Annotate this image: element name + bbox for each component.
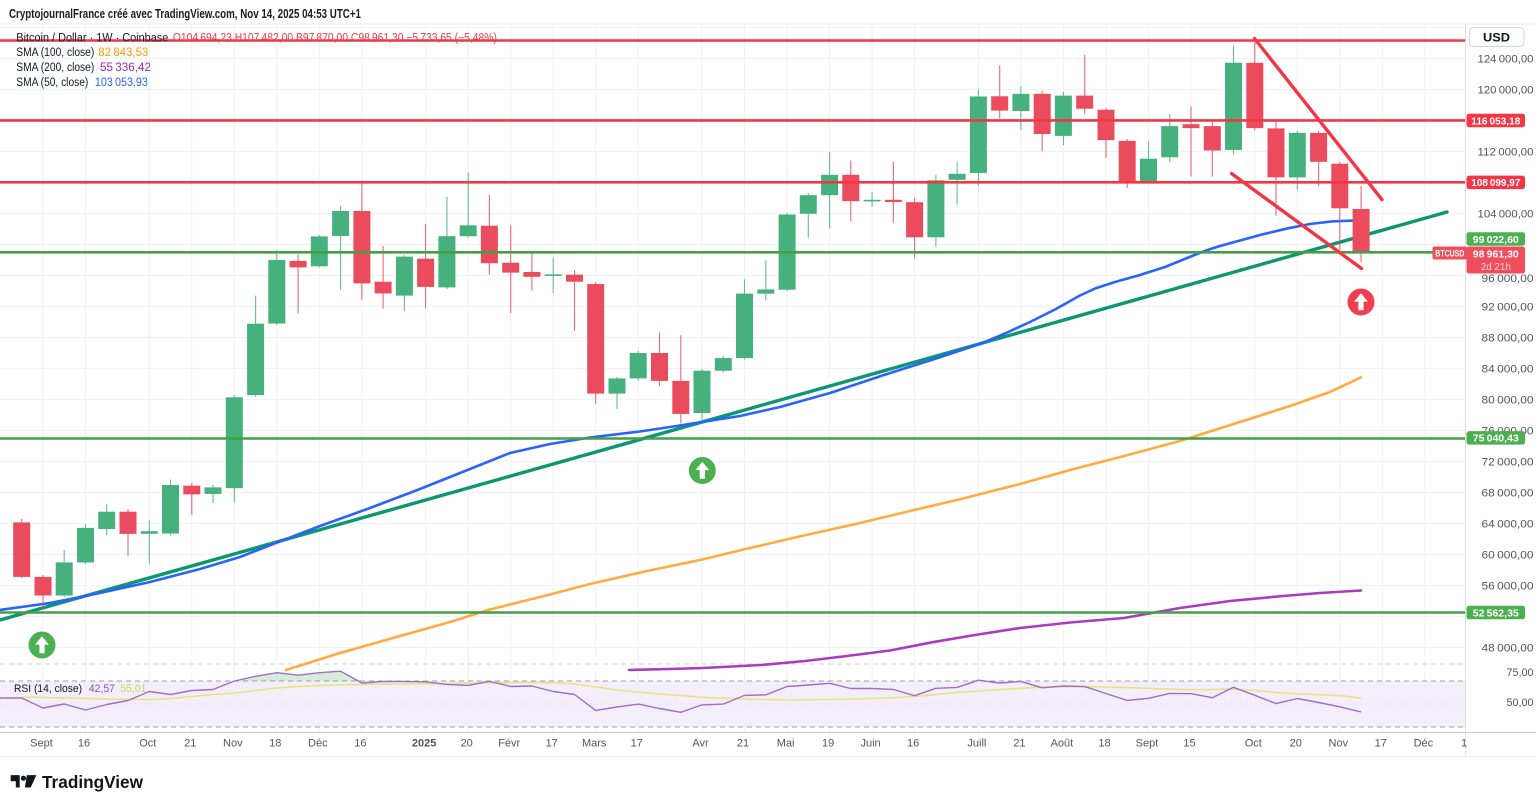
svg-text:Août: Août — [1051, 738, 1074, 750]
svg-text:Déc: Déc — [308, 738, 328, 750]
svg-text:112 000,00: 112 000,00 — [1478, 146, 1534, 158]
svg-text:55 336,42: 55 336,42 — [100, 62, 151, 74]
svg-text:Sept: Sept — [1136, 738, 1159, 750]
svg-text:Juin: Juin — [861, 738, 881, 750]
svg-text:Nov: Nov — [1329, 738, 1349, 750]
svg-text:21: 21 — [737, 738, 749, 750]
svg-text:55,01: 55,01 — [120, 683, 146, 695]
svg-text:42,57: 42,57 — [89, 683, 115, 695]
svg-text:Févr: Févr — [498, 738, 520, 750]
svg-text:21: 21 — [184, 738, 196, 750]
svg-text:124 000,00: 124 000,00 — [1478, 53, 1534, 65]
svg-text:104 000,00: 104 000,00 — [1478, 208, 1534, 220]
svg-text:64 000,00: 64 000,00 — [1482, 518, 1534, 530]
svg-text:Juill: Juill — [967, 738, 986, 750]
svg-text:84 000,00: 84 000,00 — [1482, 363, 1534, 375]
svg-text:O104 694,23 H107 482,00 B97 87: O104 694,23 H107 482,00 B97 870,00 C98 9… — [173, 32, 497, 44]
svg-text:17: 17 — [631, 738, 643, 750]
svg-text:2d 21h: 2d 21h — [1481, 262, 1511, 273]
svg-text:75,00: 75,00 — [1507, 667, 1534, 679]
svg-text:88 000,00: 88 000,00 — [1482, 332, 1534, 344]
svg-text:1: 1 — [1461, 738, 1467, 750]
svg-text:68 000,00: 68 000,00 — [1482, 487, 1534, 499]
svg-text:18: 18 — [269, 738, 281, 750]
svg-text:82 843,53: 82 843,53 — [98, 47, 148, 59]
svg-text:103 053,93: 103 053,93 — [95, 77, 148, 89]
svg-text:BTCUSD: BTCUSD — [1435, 248, 1464, 258]
svg-text:18: 18 — [1098, 738, 1110, 750]
svg-text:CryptojournalFrance créé avec: CryptojournalFrance créé avec TradingVie… — [9, 6, 361, 21]
svg-text:16: 16 — [907, 738, 919, 750]
svg-text:48 000,00: 48 000,00 — [1482, 642, 1534, 654]
svg-text:75 040,43: 75 040,43 — [1473, 433, 1519, 445]
svg-text:Mars: Mars — [582, 738, 607, 750]
svg-text:80 000,00: 80 000,00 — [1482, 394, 1534, 406]
svg-text:SMA (200, close): SMA (200, close) — [16, 62, 94, 74]
svg-text:Avr: Avr — [692, 738, 709, 750]
svg-text:56 000,00: 56 000,00 — [1482, 580, 1534, 592]
svg-text:17: 17 — [1375, 738, 1387, 750]
svg-text:Oct: Oct — [139, 738, 156, 750]
svg-text:50,00: 50,00 — [1507, 697, 1534, 709]
svg-text:16: 16 — [78, 738, 90, 750]
svg-text:98 961,30: 98 961,30 — [1473, 248, 1519, 260]
svg-text:SMA (50, close): SMA (50, close) — [16, 77, 88, 89]
svg-text:17: 17 — [546, 738, 558, 750]
svg-text:20: 20 — [461, 738, 473, 750]
svg-text:92 000,00: 92 000,00 — [1482, 301, 1534, 313]
svg-text:21: 21 — [1013, 738, 1025, 750]
svg-text:99 022,60: 99 022,60 — [1473, 234, 1519, 246]
svg-text:Oct: Oct — [1245, 738, 1262, 750]
svg-text:116 053,18: 116 053,18 — [1471, 115, 1520, 127]
svg-text:RSI (14, close): RSI (14, close) — [14, 683, 82, 695]
svg-text:Mai: Mai — [777, 738, 795, 750]
svg-text:SMA (100, close): SMA (100, close) — [16, 47, 94, 59]
svg-text:72 000,00: 72 000,00 — [1482, 456, 1534, 468]
svg-text:Nov: Nov — [223, 738, 243, 750]
svg-text:TradingView: TradingView — [42, 772, 143, 792]
svg-text:20: 20 — [1290, 738, 1302, 750]
svg-text:52 562,35: 52 562,35 — [1473, 607, 1519, 619]
svg-text:Sept: Sept — [30, 738, 53, 750]
svg-text:Bitcoin / Dollar · 1W · Coinba: Bitcoin / Dollar · 1W · Coinbase — [16, 32, 168, 44]
svg-text:108 099,97: 108 099,97 — [1471, 177, 1520, 189]
svg-text:96 000,00: 96 000,00 — [1482, 273, 1534, 285]
svg-text:USD: USD — [1483, 33, 1510, 45]
svg-text:120 000,00: 120 000,00 — [1478, 84, 1534, 96]
svg-text:16: 16 — [354, 738, 366, 750]
svg-text:Déc: Déc — [1414, 738, 1434, 750]
svg-text:15: 15 — [1183, 738, 1195, 750]
svg-text:19: 19 — [822, 738, 834, 750]
svg-text:2025: 2025 — [412, 738, 436, 750]
svg-text:60 000,00: 60 000,00 — [1482, 549, 1534, 561]
